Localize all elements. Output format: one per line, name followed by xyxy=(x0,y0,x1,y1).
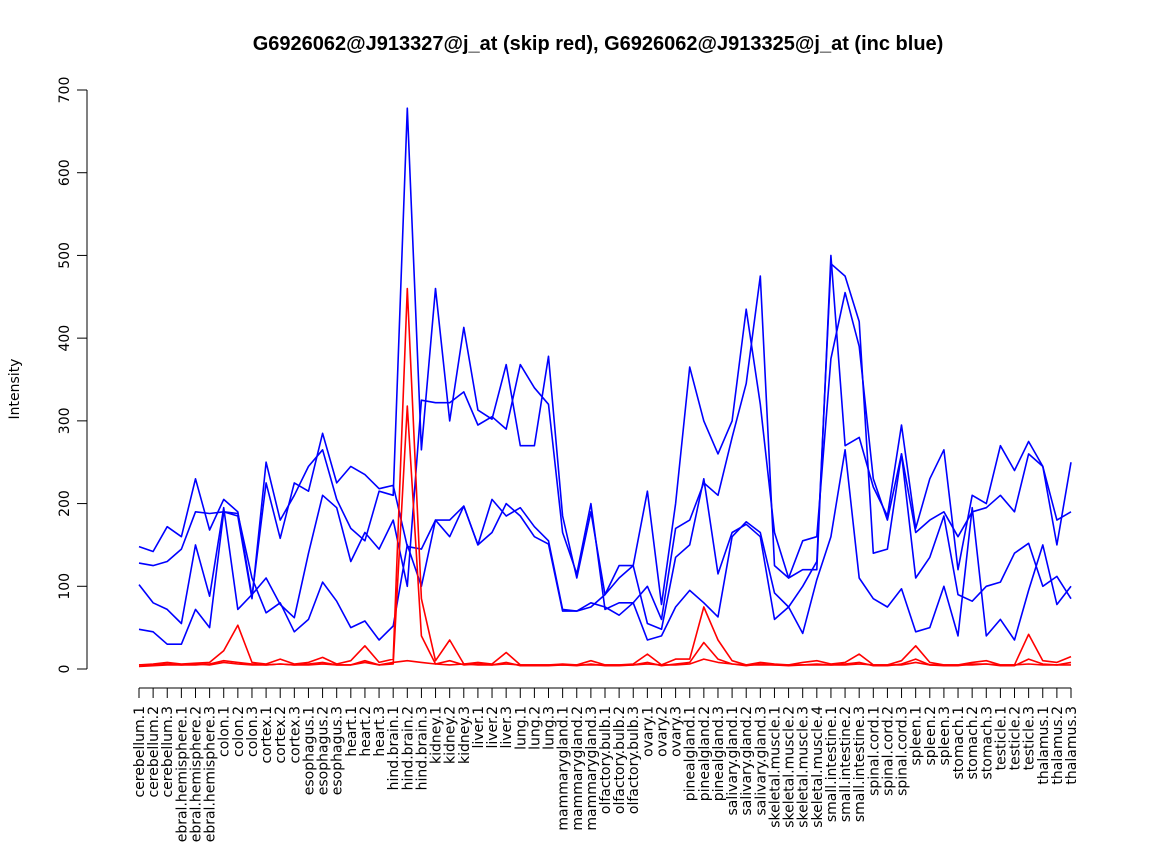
x-tick-label: lung.1 xyxy=(513,706,529,750)
x-tick-label: colon.1 xyxy=(217,706,233,757)
x-tick-label: spleen.2 xyxy=(923,706,939,766)
x-tick-label: colon.3 xyxy=(245,706,261,757)
x-tick-label: lung.2 xyxy=(527,706,543,750)
x-tick-label: ebral.hemisphere.3 xyxy=(203,706,219,842)
x-tick-label: skeletal.muscle.1 xyxy=(767,706,783,828)
x-tick-label: small.intestine.1 xyxy=(824,706,840,822)
x-tick-label: olfactory.bulb.3 xyxy=(626,706,642,814)
x-tick-label: ovary.2 xyxy=(654,706,670,757)
series-line-skip-red-2 xyxy=(138,405,1072,668)
x-tick-label: liver.3 xyxy=(499,706,515,749)
x-tick-label: stomach.1 xyxy=(951,706,967,780)
y-tick-label: 500 xyxy=(57,242,73,269)
x-tick-label: testicle.2 xyxy=(1008,706,1024,770)
x-tick-label: mammarygland.1 xyxy=(556,706,572,831)
x-tick-label: stomach.2 xyxy=(965,706,981,780)
y-tick-label: 200 xyxy=(57,490,73,517)
x-tick-label: ovary.3 xyxy=(669,706,685,757)
x-tick-label: salivary.gland.2 xyxy=(739,706,755,815)
x-tick-label: ebral.hemisphere.1 xyxy=(174,706,190,842)
x-tick-label: ebral.hemisphere.2 xyxy=(188,706,204,842)
y-tick-label: 0 xyxy=(57,665,73,674)
x-tick-label: pinealgland.1 xyxy=(683,706,699,801)
chart-title: G6926062@J913327@j_at (skip red), G69260… xyxy=(253,33,944,55)
x-tick-label: cortex.1 xyxy=(259,706,275,764)
x-tick-label: salivary.gland.3 xyxy=(753,706,769,815)
x-tick-label: pinealgland.2 xyxy=(697,706,713,801)
x-tick-label: testicle.1 xyxy=(993,706,1009,770)
x-tick-label: ovary.1 xyxy=(640,706,656,757)
x-tick-label: hind.brain.3 xyxy=(414,706,430,790)
x-tick-label: olfactory.bulb.1 xyxy=(598,706,614,814)
x-tick-label: thalamus.1 xyxy=(1036,706,1052,785)
x-tick-label: stomach.3 xyxy=(979,706,995,780)
x-tick-label: liver.2 xyxy=(485,706,501,749)
x-tick-label: small.intestine.3 xyxy=(852,706,868,822)
x-tick-label: heart.1 xyxy=(344,706,360,757)
x-tick-label: heart.2 xyxy=(358,706,374,757)
x-tick-label: skeletal.muscle.4 xyxy=(810,706,826,828)
y-axis: 0 100 200 300 400 500 600 700 xyxy=(57,77,88,674)
series-line-inc-blue-4 xyxy=(138,262,1072,646)
x-tick-label: spleen.1 xyxy=(909,706,925,766)
x-tick-label: esophagus.1 xyxy=(301,706,317,795)
x-tick-label: spinal.cord.3 xyxy=(895,706,911,796)
x-tick-label: olfactory.bulb.2 xyxy=(612,706,628,814)
x-tick-label: mammarygland.3 xyxy=(584,706,600,831)
series-line-skip-red-3 xyxy=(139,658,1071,666)
x-tick-label: colon.2 xyxy=(231,706,247,757)
y-axis-label: Intensity xyxy=(7,359,23,420)
x-tick-label: thalamus.2 xyxy=(1050,706,1066,785)
y-tick-label: 600 xyxy=(57,159,73,186)
x-tick-label: thalamus.3 xyxy=(1064,706,1080,785)
x-tick-label: spinal.cord.2 xyxy=(880,706,896,796)
x-tick-label: cerebellum.2 xyxy=(146,706,162,798)
x-tick-label: hind.brain.1 xyxy=(386,706,402,790)
y-tick-label: 100 xyxy=(57,573,73,600)
series-line-inc-blue-3 xyxy=(138,275,1072,625)
x-tick-label: testicle.3 xyxy=(1022,706,1038,770)
x-axis: cerebellum.1cerebellum.2cerebellum.3ebra… xyxy=(132,687,1080,842)
x-tick-label: esophagus.3 xyxy=(330,706,346,795)
x-tick-label: cerebellum.1 xyxy=(132,706,148,798)
x-tick-label: kidney.3 xyxy=(457,706,473,764)
y-tick-label: 700 xyxy=(57,77,73,104)
x-tick-label: salivary.gland.1 xyxy=(725,706,741,815)
x-tick-label: lung.3 xyxy=(542,706,558,750)
x-tick-label: spinal.cord.1 xyxy=(866,706,882,796)
x-tick-label: mammarygland.2 xyxy=(570,706,586,831)
x-tick-label: kidney.2 xyxy=(443,706,459,764)
series-group xyxy=(138,107,1072,668)
x-tick-label: pinealgland.3 xyxy=(711,706,727,801)
x-tick-label: kidney.1 xyxy=(429,706,445,764)
y-tick-label: 300 xyxy=(57,407,73,434)
x-tick-label: cortex.2 xyxy=(273,706,289,764)
x-tick-label: small.intestine.2 xyxy=(838,706,854,822)
x-tick-label: heart.3 xyxy=(372,706,388,757)
x-tick-label: cortex.3 xyxy=(287,706,303,764)
y-tick-label: 400 xyxy=(57,325,73,352)
x-tick-label: liver.1 xyxy=(471,706,487,749)
x-tick-label: skeletal.muscle.2 xyxy=(782,706,798,828)
x-tick-label: skeletal.muscle.3 xyxy=(796,706,812,828)
x-tick-label: hind.brain.2 xyxy=(400,706,416,790)
x-tick-label: cerebellum.3 xyxy=(160,706,176,798)
x-tick-label: spleen.3 xyxy=(937,706,953,766)
x-tick-label: esophagus.2 xyxy=(316,706,332,795)
